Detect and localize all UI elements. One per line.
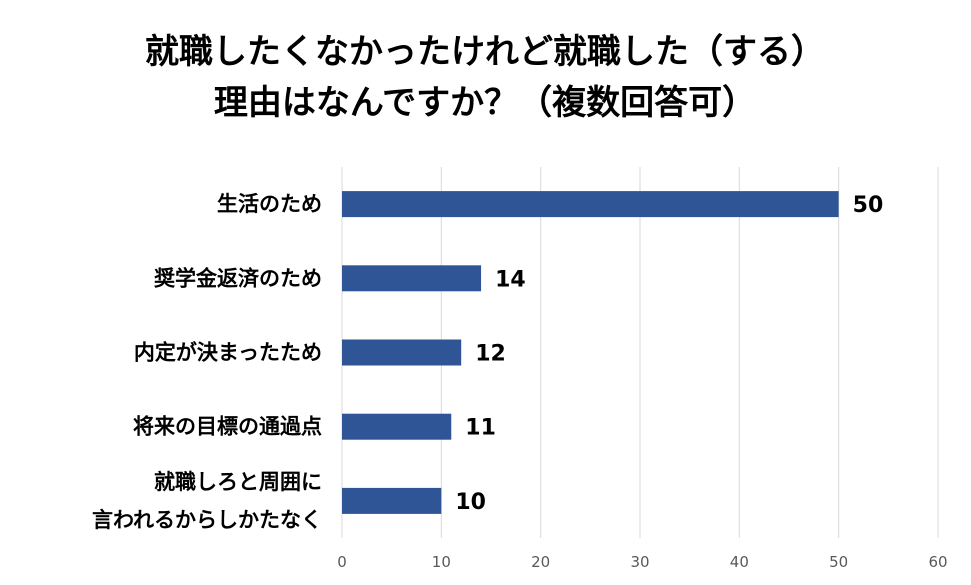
category-label: 奨学金返済のため — [154, 266, 322, 290]
x-tick-label: 0 — [337, 553, 347, 571]
category-label: 将来の目標の通過点 — [133, 415, 322, 439]
bar — [342, 339, 462, 366]
bar — [342, 487, 442, 514]
x-tick-label: 60 — [928, 553, 947, 571]
bars — [342, 191, 839, 514]
x-tick-label: 10 — [432, 553, 451, 571]
data-label: 10 — [455, 490, 486, 515]
bar — [342, 265, 482, 292]
data-label: 11 — [465, 416, 496, 441]
x-gridlines — [341, 167, 939, 538]
chart-title: 就職したくなかったけれど就職した（する） 理由はなんですか？（複数回答可） — [145, 32, 825, 123]
x-tick-label: 30 — [630, 553, 649, 571]
x-tick-label: 20 — [531, 553, 550, 571]
category-label: 生活のため — [217, 192, 322, 216]
x-tick-label: 50 — [829, 553, 848, 571]
bar — [342, 191, 839, 218]
x-tick-label: 40 — [730, 553, 749, 571]
data-label: 14 — [495, 267, 526, 292]
category-label: 言われるからしかたなく — [92, 508, 322, 532]
data-label: 12 — [475, 342, 506, 367]
chart-title-line-1: 就職したくなかったけれど就職した（する） — [145, 32, 825, 72]
data-labels: 50 14 12 11 10 — [455, 193, 883, 515]
data-label: 50 — [853, 193, 884, 218]
chart-title-line-2: 理由はなんですか？（複数回答可） — [214, 83, 756, 123]
category-labels: 生活のため奨学金返済のため内定が決まったため将来の目標の通過点就職しろと周囲に言… — [92, 192, 322, 532]
category-label: 内定が決まったため — [134, 341, 322, 365]
bar — [342, 413, 452, 440]
category-label: 就職しろと周囲に — [154, 470, 322, 494]
x-axis-ticks: 0 10 20 30 40 50 60 — [337, 553, 947, 571]
